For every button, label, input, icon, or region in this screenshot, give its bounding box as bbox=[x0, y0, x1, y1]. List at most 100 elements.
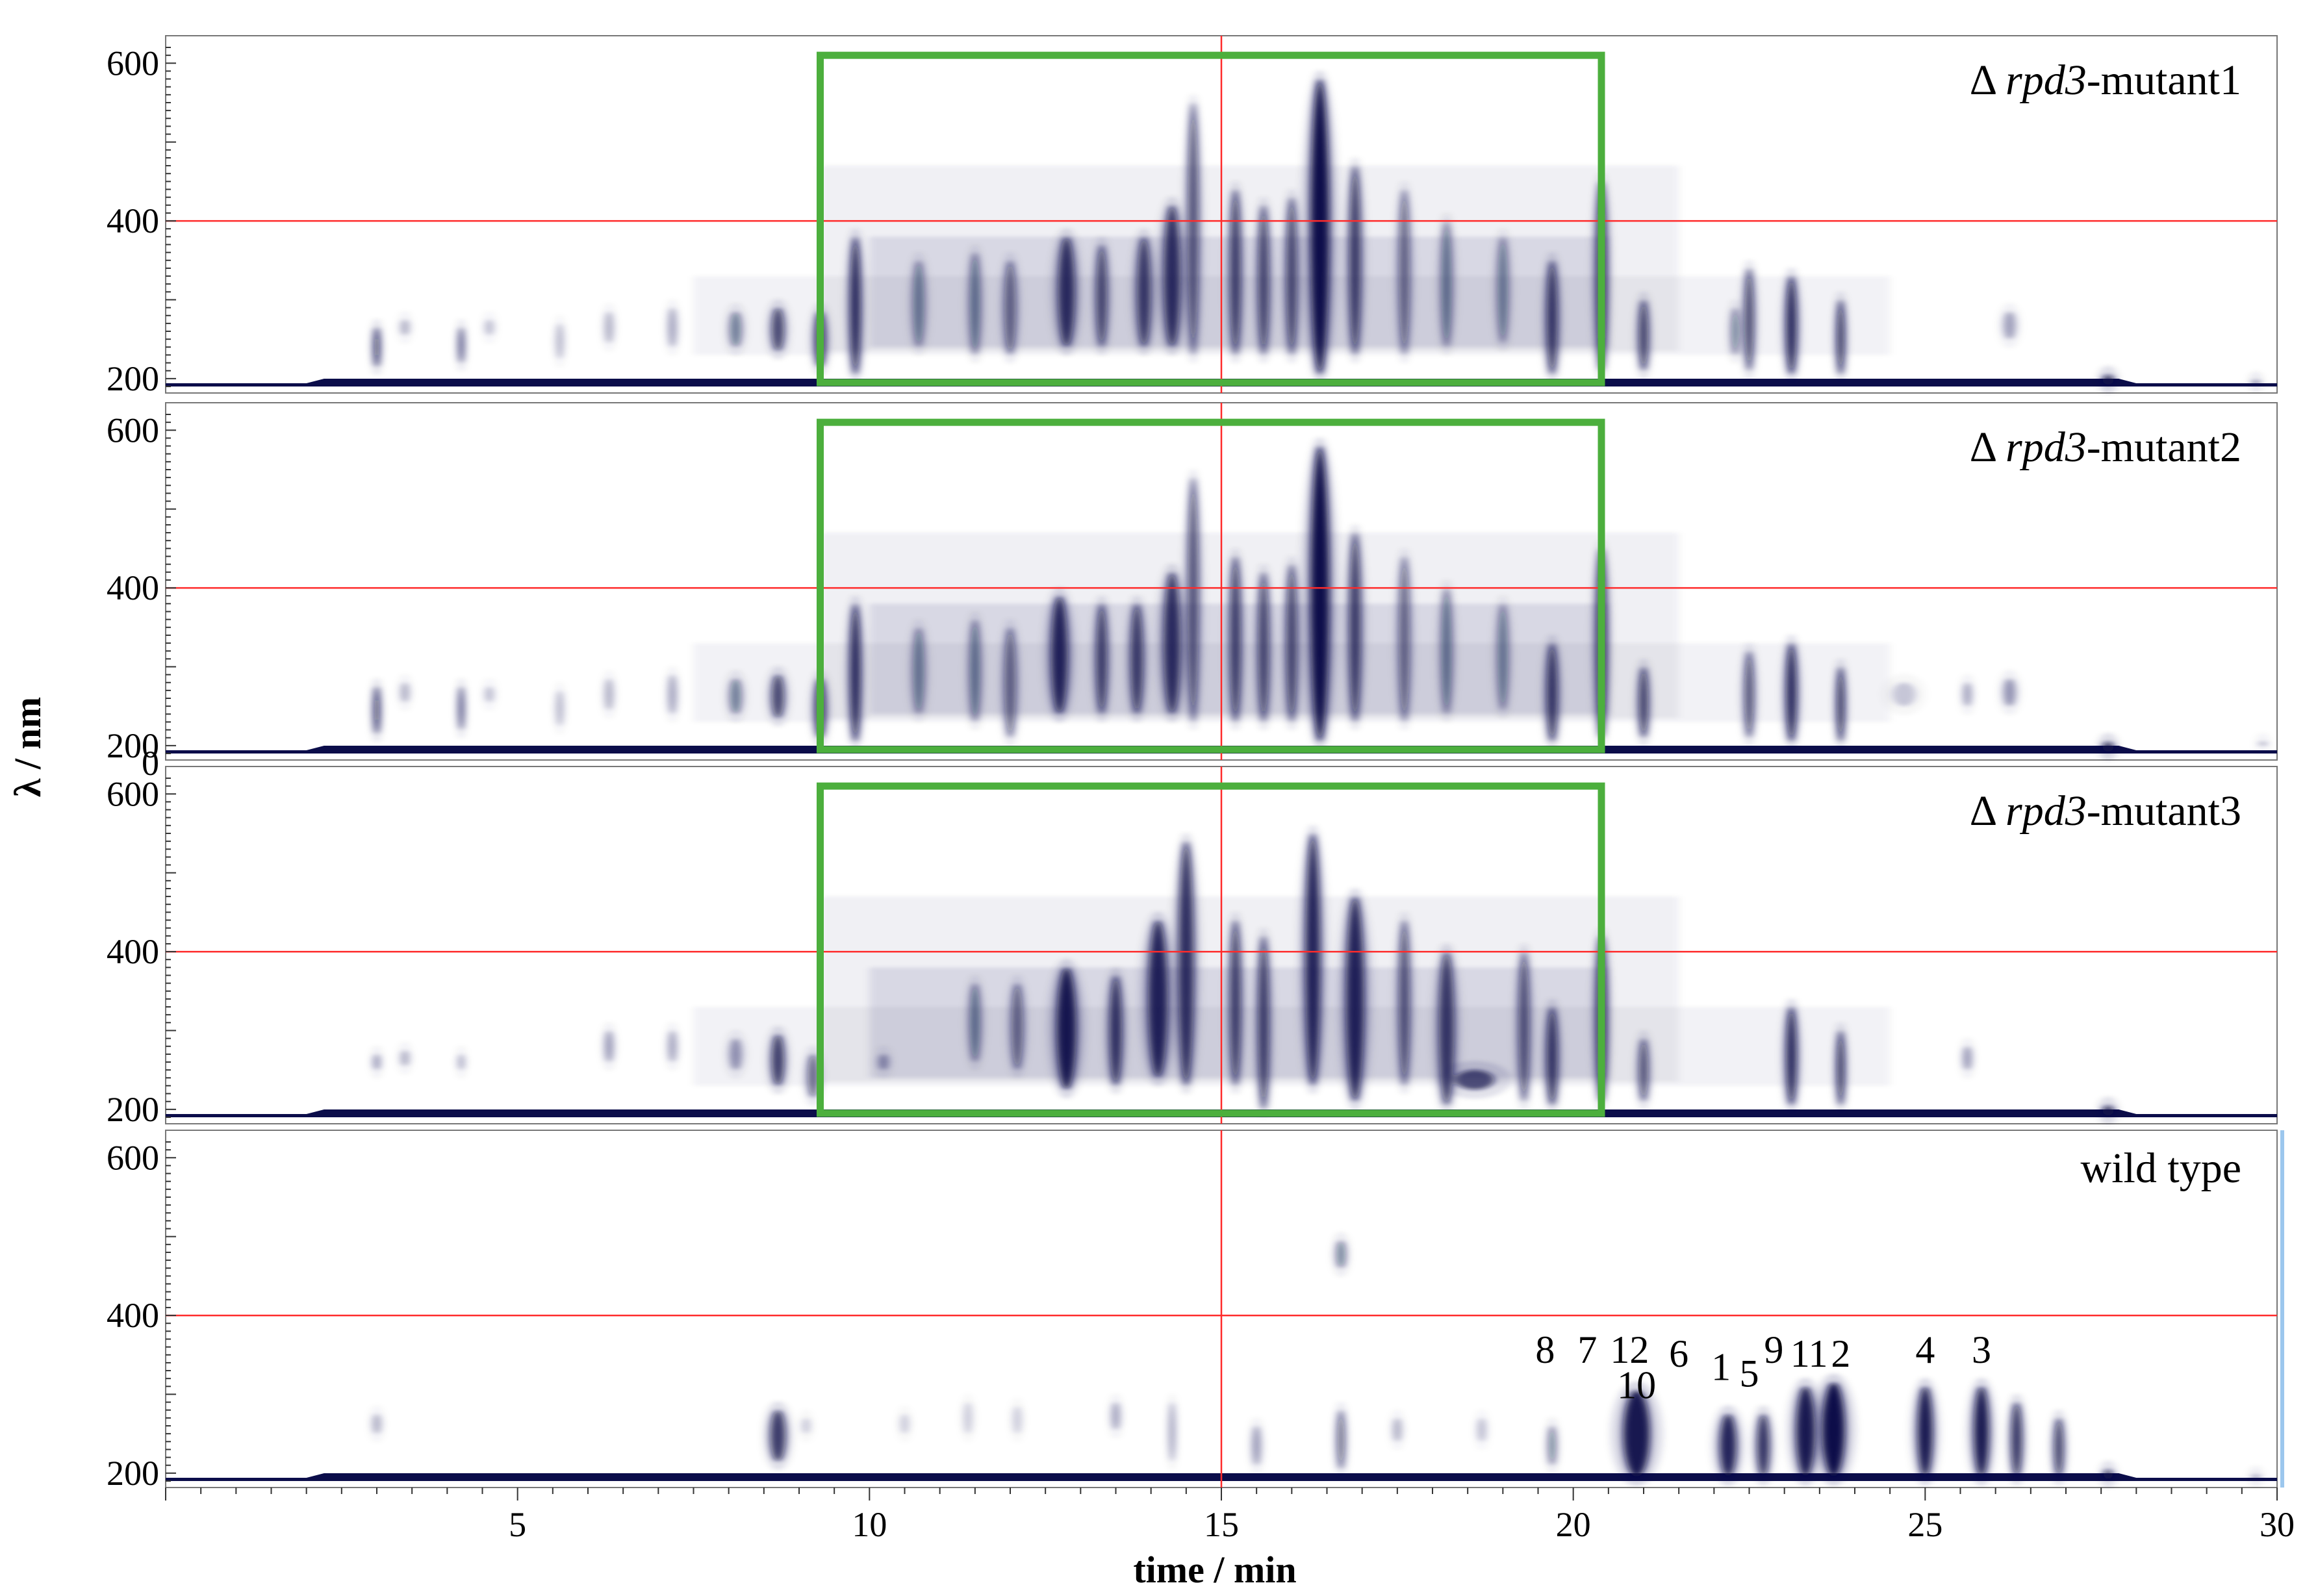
contour-peak-halo bbox=[1833, 290, 1848, 384]
x-axis-title: time / min bbox=[1133, 1549, 1296, 1591]
peak-number-label: 11 bbox=[1790, 1332, 1828, 1375]
contour-peak-halo bbox=[1108, 1393, 1123, 1439]
x-tick-label: 20 bbox=[1556, 1505, 1591, 1544]
contour-peak-halo bbox=[1091, 594, 1112, 724]
x-tick-label: 25 bbox=[1907, 1505, 1942, 1544]
panel-label: Δ rpd3-mutant3 bbox=[1970, 787, 2241, 835]
contour-peak-halo bbox=[398, 673, 413, 712]
contour-peak-halo bbox=[1104, 966, 1128, 1095]
highlight-box bbox=[817, 418, 1605, 754]
contour-peak bbox=[1892, 682, 1916, 707]
contour-peak-halo bbox=[1047, 958, 1086, 1099]
y-tick-label: 600 bbox=[107, 44, 159, 82]
contour-peak-halo bbox=[724, 669, 747, 724]
contour-peak-halo bbox=[964, 243, 986, 364]
contour-peak-halo bbox=[398, 1041, 413, 1076]
contour-peak-halo bbox=[766, 1025, 790, 1095]
contour-peak-halo bbox=[1253, 563, 1274, 731]
contour-peak-halo bbox=[665, 1021, 680, 1072]
contour-peak-halo bbox=[2256, 732, 2271, 755]
contour-peak-halo bbox=[964, 610, 986, 731]
contour-peak-halo bbox=[2098, 365, 2119, 394]
contour-peak-halo bbox=[456, 677, 466, 739]
contour-peak-halo bbox=[370, 318, 383, 376]
contour-peak-halo bbox=[1740, 259, 1759, 380]
contour-peak-halo bbox=[1006, 974, 1028, 1080]
contour-peak-halo bbox=[1542, 998, 1563, 1115]
contour-peak-halo bbox=[1740, 642, 1759, 747]
contour-peak-halo bbox=[1542, 251, 1563, 384]
contour-peak-halo bbox=[1544, 1417, 1560, 1475]
contour-peak-halo bbox=[1542, 634, 1563, 751]
contour-peak-halo bbox=[1130, 227, 1158, 357]
contour-peak-halo bbox=[1139, 911, 1177, 1087]
contour-peak-halo bbox=[1967, 1377, 1996, 1486]
contour-peak-halo bbox=[763, 1400, 793, 1471]
contour-peak-halo bbox=[2099, 1460, 2117, 1489]
panel-label-delta: Δ bbox=[1970, 424, 2006, 471]
panel-label: wild type bbox=[2081, 1145, 2241, 1192]
contour-peak-halo bbox=[602, 669, 617, 720]
y-tick-label: 200 bbox=[107, 1090, 159, 1129]
background-haze bbox=[693, 896, 1891, 1086]
contour-peak-halo bbox=[2248, 371, 2263, 394]
peak-number-label: 8 bbox=[1535, 1328, 1555, 1371]
contour-peak-halo bbox=[554, 681, 566, 735]
contour-peak-halo bbox=[1781, 998, 1802, 1115]
peak-number-label: 2 bbox=[1831, 1332, 1850, 1375]
contour-peak-halo bbox=[766, 298, 790, 361]
contour-peak-halo bbox=[1727, 298, 1743, 364]
contour-peak-halo bbox=[482, 677, 497, 712]
contour-peak bbox=[964, 1402, 972, 1434]
contour-peak-halo bbox=[1281, 188, 1303, 364]
contour-peak-halo bbox=[1960, 673, 1975, 716]
contour-peak-halo bbox=[1833, 657, 1848, 751]
contour-peak-halo bbox=[845, 227, 866, 384]
peak-number-label: 3 bbox=[1972, 1328, 1991, 1371]
panel-label-gene: rpd3 bbox=[2006, 57, 2087, 104]
contour-peak-halo bbox=[1344, 157, 1366, 364]
contour-peak-halo bbox=[1050, 227, 1083, 357]
x-tick-label: 10 bbox=[852, 1505, 887, 1544]
contour-peak-halo bbox=[1635, 657, 1653, 747]
contour-peak-halo bbox=[1390, 1408, 1405, 1451]
contour-peak-halo bbox=[1611, 1381, 1662, 1486]
contour-peak-halo bbox=[2050, 1408, 2068, 1486]
highlight-box bbox=[817, 782, 1605, 1117]
contour-peak-halo bbox=[1091, 235, 1112, 357]
contour-peak bbox=[1013, 1406, 1021, 1434]
peaks bbox=[370, 70, 2263, 394]
contour-peak-halo bbox=[1910, 1377, 1940, 1486]
contour-peak-halo bbox=[1492, 227, 1514, 353]
panel-3: 200 400 600 Δ rpd3-mutant3 bbox=[107, 766, 2278, 1129]
contour-peak-halo bbox=[766, 665, 790, 728]
contour-peak-halo bbox=[1394, 547, 1415, 731]
panel-label-gene: rpd3 bbox=[2006, 787, 2087, 835]
x-tick-label: 5 bbox=[509, 1505, 526, 1544]
peaks bbox=[369, 1231, 2263, 1489]
peaks bbox=[370, 437, 2271, 761]
contour-peak-halo bbox=[1301, 70, 1338, 384]
y-tick-label: 600 bbox=[107, 411, 159, 450]
contour-peak-halo bbox=[1253, 196, 1274, 364]
contour-peak-halo bbox=[1182, 468, 1204, 731]
contour-peak-halo bbox=[1394, 180, 1415, 364]
contour-peak-halo bbox=[1253, 926, 1274, 1119]
panel-label-delta: Δ bbox=[1970, 787, 2006, 835]
contour-peak-halo bbox=[1781, 634, 1802, 751]
x-tick-label: 30 bbox=[2260, 1505, 2295, 1544]
panel-label-delta: Δ bbox=[1970, 57, 2006, 104]
panel-label-suffix: -mutant1 bbox=[2087, 57, 2241, 104]
y-tick-label: 600 bbox=[107, 774, 159, 813]
contour-peak-halo bbox=[370, 1045, 383, 1080]
contour-peak-halo bbox=[1332, 1231, 1350, 1278]
y-tick-label: 200 bbox=[107, 359, 159, 398]
contour-peak-halo bbox=[2248, 1465, 2263, 1488]
peak-number-label: 1 bbox=[1711, 1346, 1731, 1389]
contour-peak-halo bbox=[1225, 180, 1246, 364]
contour-peak-halo bbox=[1436, 212, 1457, 357]
contour-peak-halo bbox=[1249, 1417, 1264, 1475]
contour-peak-halo bbox=[961, 1393, 976, 1443]
contour-peak-halo bbox=[908, 618, 930, 724]
contour-peak-halo bbox=[1492, 594, 1514, 720]
